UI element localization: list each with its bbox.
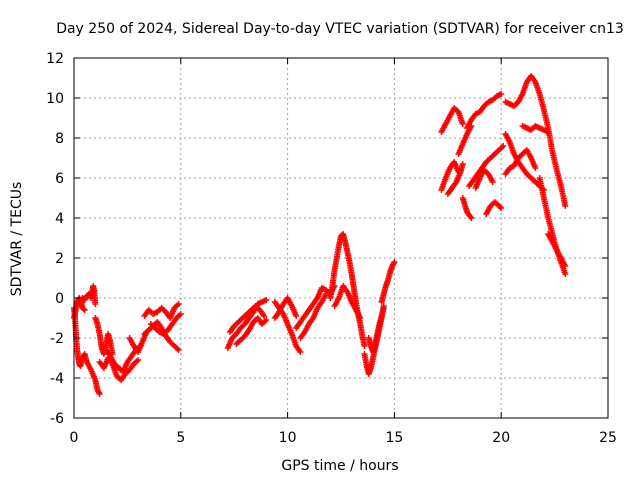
- data-point: [135, 357, 142, 363]
- x-tick-label: 10: [279, 430, 297, 446]
- series-arc-3: [77, 283, 99, 307]
- data-point: [175, 301, 182, 307]
- series-arc-30: [459, 195, 475, 221]
- series-arc-10: [147, 311, 184, 337]
- series-arc-11: [224, 297, 270, 351]
- tick-layer: 0 5 10 15 20 25 -6 -4 -2 0 2 4 6 8 10 12: [46, 51, 617, 446]
- data-layer: [71, 73, 569, 397]
- x-tick-label: 15: [385, 430, 403, 446]
- series-arc-18: [327, 231, 368, 349]
- y-tick-label: -2: [50, 331, 64, 347]
- y-tick-label: -6: [50, 411, 64, 427]
- data-point-trace: [497, 204, 504, 210]
- series-arc-34: [502, 147, 539, 177]
- x-axis-label: GPS time / hours: [281, 458, 398, 474]
- y-tick-label: -4: [50, 371, 64, 387]
- series-arc-8: [141, 301, 182, 321]
- data-point: [545, 129, 552, 135]
- data-point: [261, 313, 268, 319]
- data-point: [177, 311, 184, 317]
- y-tick-label: 4: [55, 211, 64, 227]
- data-point: [293, 313, 300, 319]
- data-point: [498, 91, 505, 97]
- y-axis-label: SDTVAR / TECUs: [9, 182, 25, 297]
- series-arc-19: [331, 283, 364, 321]
- series-arc-22: [378, 259, 398, 305]
- data-point: [489, 179, 496, 185]
- data-point: [263, 317, 270, 323]
- data-point: [391, 259, 398, 265]
- series-arc-14: [271, 299, 304, 355]
- x-tick-label: 25: [599, 430, 617, 446]
- data-point: [459, 121, 466, 127]
- series-arc-26: [455, 123, 475, 157]
- data-point: [532, 165, 539, 171]
- series-arc-29: [472, 167, 496, 191]
- data-point: [468, 215, 475, 221]
- x-tick-label: 0: [70, 430, 79, 446]
- series-arc-32: [502, 73, 569, 209]
- data-point: [459, 161, 466, 167]
- data-point: [562, 263, 569, 269]
- data-point-trace: [80, 306, 87, 312]
- series-arc-13: [233, 315, 270, 347]
- series-arc-28: [466, 143, 507, 189]
- series-arc-23: [438, 105, 466, 135]
- y-tick-label: 8: [55, 131, 64, 147]
- x-tick-label: 5: [176, 430, 185, 446]
- series-arc-25: [444, 161, 466, 197]
- plot-frame: [73, 57, 609, 419]
- data-point: [361, 343, 368, 349]
- data-point: [175, 347, 182, 353]
- chart-title: Day 250 of 2024, Sidereal Day-to-day VTE…: [56, 21, 624, 37]
- series-arc-12: [226, 303, 268, 335]
- data-point: [498, 205, 505, 211]
- data-point: [263, 297, 270, 303]
- y-tick-label: 12: [46, 51, 64, 67]
- y-tick-label: 2: [55, 251, 64, 267]
- y-tick-label: 0: [55, 291, 64, 307]
- series-arc-37: [545, 231, 569, 269]
- data-point: [562, 271, 569, 277]
- series-arc-15: [271, 295, 300, 321]
- data-point: [380, 305, 387, 311]
- y-tick-label: 6: [55, 171, 64, 187]
- data-point: [81, 307, 88, 313]
- data-point: [297, 349, 304, 355]
- data-point: [357, 315, 364, 321]
- series-arc-2: [71, 305, 103, 397]
- series-arc-27: [464, 91, 505, 131]
- data-point: [92, 301, 99, 307]
- x-tick-label: 20: [492, 430, 510, 446]
- series-arc-4: [92, 315, 116, 357]
- series-arc-17: [297, 291, 330, 341]
- data-point: [96, 391, 103, 397]
- series-arc-31: [483, 199, 505, 217]
- series-arc-24: [438, 159, 462, 193]
- series-arc-21: [365, 305, 387, 355]
- data-point: [500, 143, 507, 149]
- series-arc-35: [519, 123, 552, 135]
- data-point: [562, 203, 569, 209]
- y-tick-label: 10: [46, 91, 64, 107]
